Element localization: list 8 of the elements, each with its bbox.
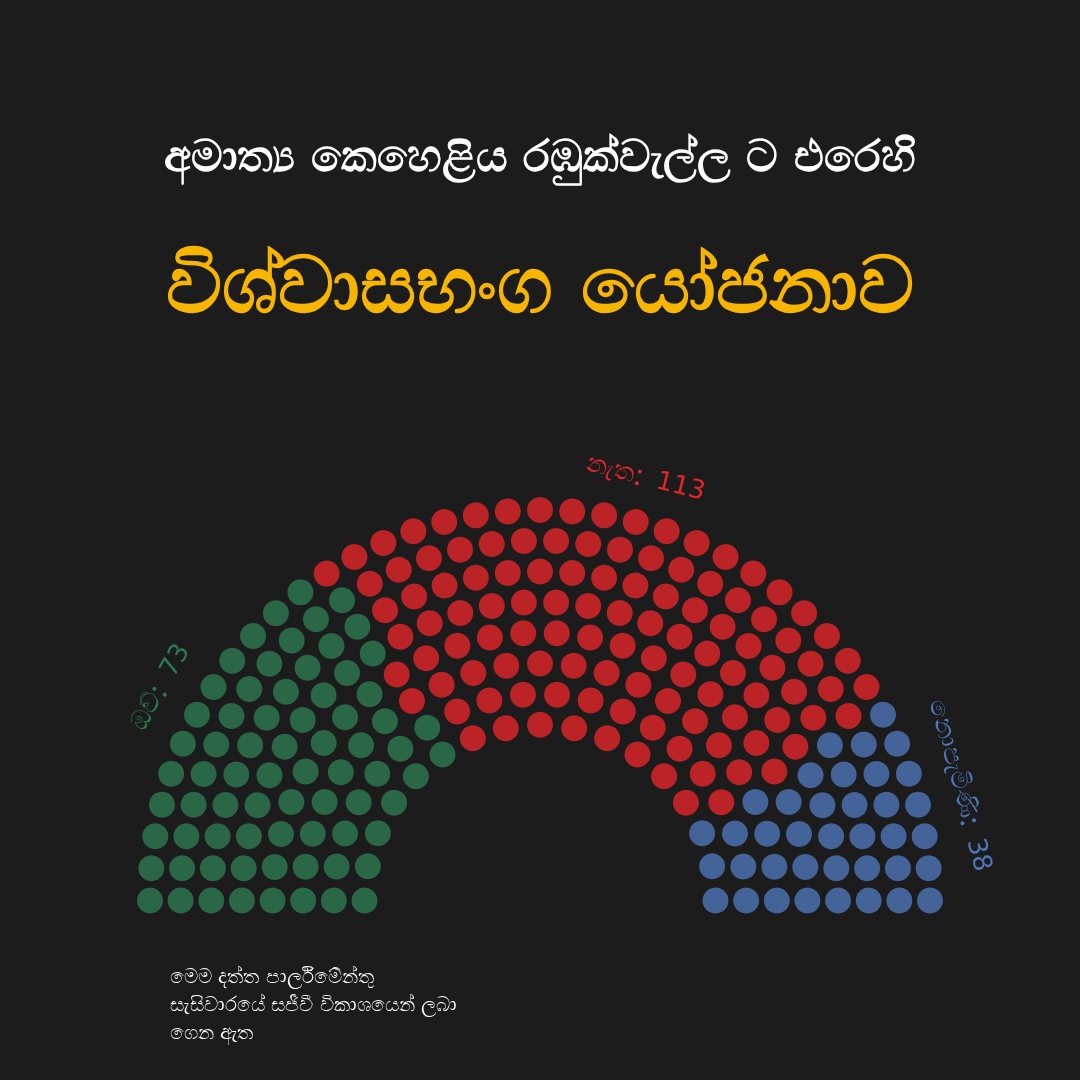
category-label: නැත <box>583 447 639 489</box>
text: අමාත්‍ය කෙහෙළිය රඹුක්වැල්ල ට එරෙහි <box>164 129 916 186</box>
data-label: 73 <box>152 638 196 682</box>
data-label: 38 <box>961 834 1000 875</box>
text: මෙම දත්ත පාර්ලිමේන්තු සැසිවාරයේ සජීවී විකාශයෙන් ලබා ගෙන ඇත <box>170 964 464 1045</box>
data-label: 113 <box>653 464 709 506</box>
category-label: ඔව් <box>123 686 168 735</box>
text: විශ්වාසභංග යෝජනාව <box>166 240 914 330</box>
